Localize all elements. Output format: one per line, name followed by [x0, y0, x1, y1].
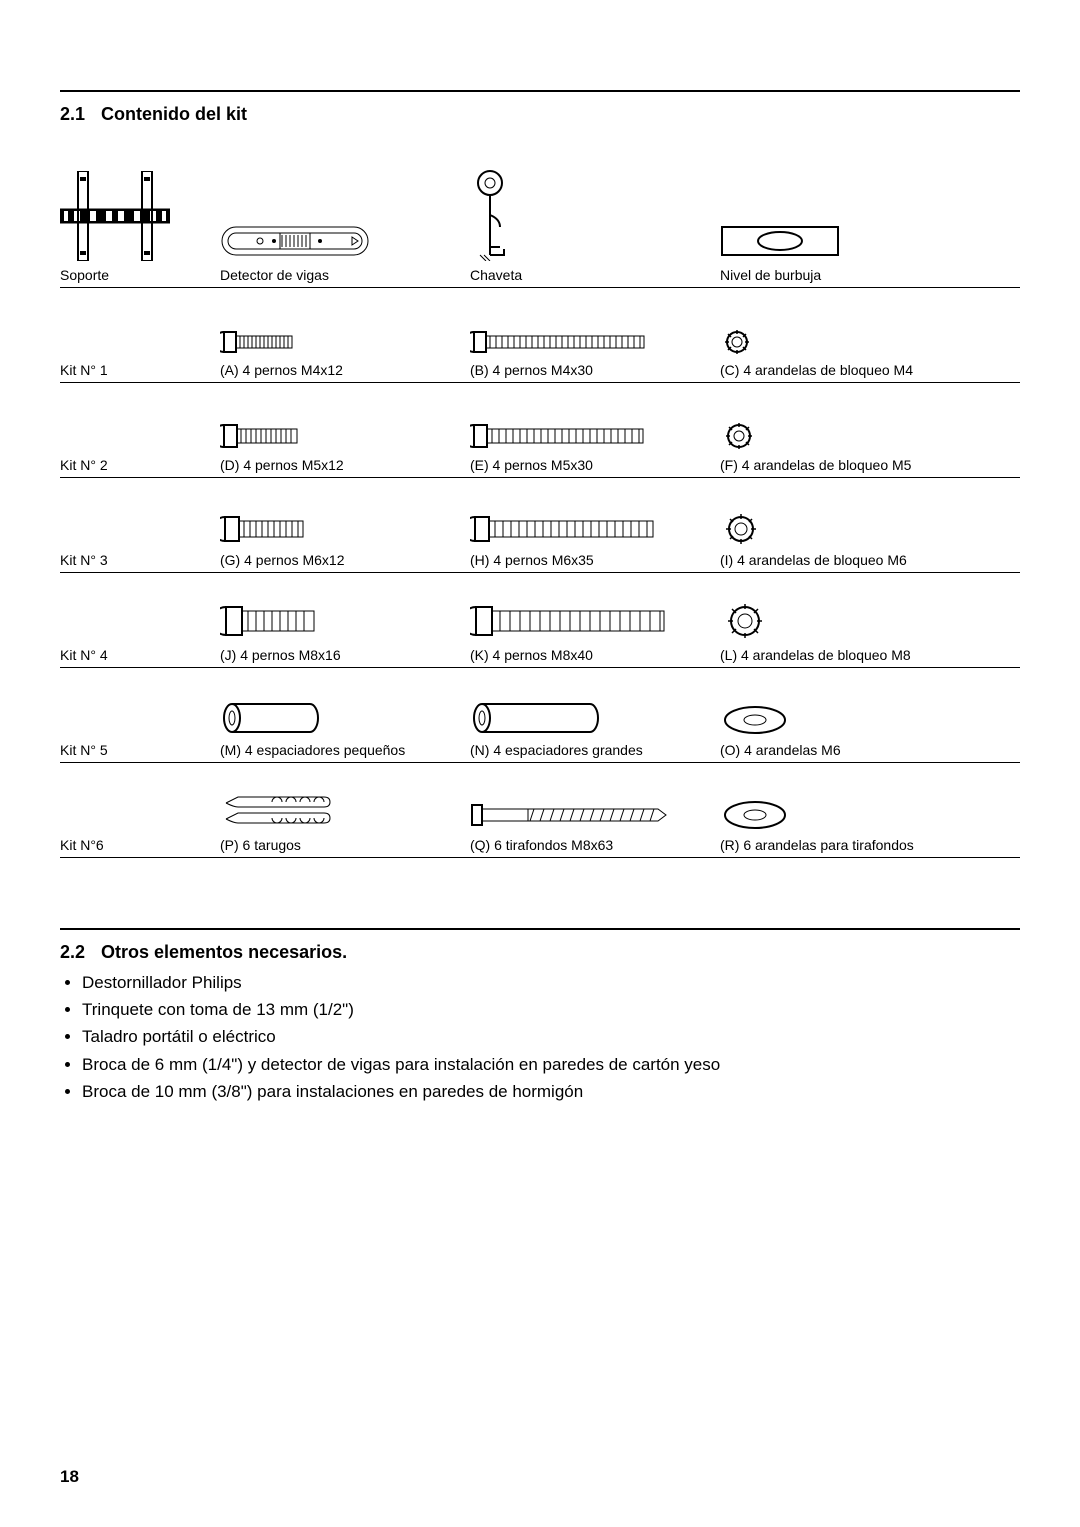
small-spacer-icon [220, 678, 462, 736]
label: (Q) 6 tirafondos M8x63 [470, 837, 712, 853]
label: Soporte [60, 267, 212, 283]
label: (E) 4 pernos M5x30 [470, 457, 712, 473]
label: Chaveta [470, 267, 712, 283]
list-item: Trinquete con toma de 13 mm (1/2") [82, 996, 1020, 1023]
label: (L) 4 arandelas de bloqueo M8 [720, 647, 972, 663]
section-rule [60, 90, 1020, 92]
label: (J) 4 pernos M8x16 [220, 647, 462, 663]
label: (D) 4 pernos M5x12 [220, 457, 462, 473]
label: (G) 4 pernos M6x12 [220, 552, 462, 568]
table-row: Kit N°6 (P) 6 tarugos [60, 763, 1020, 858]
lag-bolt-icon [470, 773, 712, 831]
section-number: 2.2 [60, 942, 85, 962]
section-heading-tools: 2.2 Otros elementos necesarios. [60, 942, 1020, 963]
label: (A) 4 pernos M4x12 [220, 362, 462, 378]
label: (C) 4 arandelas de bloqueo M4 [720, 362, 972, 378]
label: (P) 6 tarugos [220, 837, 462, 853]
list-item: Broca de 6 mm (1/4") y detector de vigas… [82, 1051, 1020, 1078]
long-bolt-icon [470, 298, 712, 356]
short-bolt-icon [220, 583, 462, 641]
table-row: Kit N° 3 (G) 4 pernos M6x12 (H) 4 pernos… [60, 478, 1020, 573]
lock-washer-icon [720, 298, 972, 356]
cell-chaveta: Chaveta [470, 163, 720, 283]
lock-washer-icon [720, 393, 972, 451]
table-row: Kit N° 2 (D) 4 pernos M5x12 (E) 4 pernos… [60, 383, 1020, 478]
list-item: Taladro portátil o eléctrico [82, 1023, 1020, 1050]
long-bolt-icon [470, 393, 712, 451]
short-bolt-icon [220, 393, 462, 451]
long-bolt-icon [470, 583, 712, 641]
key-icon [470, 169, 712, 261]
kit-label: Kit N°6 [60, 837, 212, 853]
label: (H) 4 pernos M6x35 [470, 552, 712, 568]
section-title: Otros elementos necesarios. [101, 942, 347, 962]
cell-nivel: Nivel de burbuja [720, 163, 980, 283]
table-row: Kit N° 4 (J) 4 pernos M8x16 (K) 4 pernos… [60, 573, 1020, 668]
large-spacer-icon [470, 678, 712, 736]
list-item: Broca de 10 mm (3/8") para instalaciones… [82, 1078, 1020, 1105]
cell-soporte: Soporte [60, 163, 220, 283]
table-row: Kit N° 5 (M) 4 espaciadores pequeños (N)… [60, 668, 1020, 763]
kit-label: Kit N° 5 [60, 742, 212, 758]
kit-label: Kit N° 1 [60, 362, 212, 378]
lock-washer-icon [720, 583, 972, 641]
page-number: 18 [60, 1467, 79, 1487]
table-row: Kit N° 1 (A) 4 pernos M4x12 (B) 4 pernos… [60, 288, 1020, 383]
wall-plug-icon [220, 773, 462, 831]
long-bolt-icon [470, 488, 712, 546]
label: (M) 4 espaciadores pequeños [220, 742, 462, 758]
bubble-level-icon [720, 169, 972, 261]
stud-finder-icon [220, 169, 462, 261]
label: (I) 4 arandelas de bloqueo M6 [720, 552, 972, 568]
bracket-icon [60, 169, 212, 261]
label: (N) 4 espaciadores grandes [470, 742, 712, 758]
label: (K) 4 pernos M8x40 [470, 647, 712, 663]
kit-label: Kit N° 2 [60, 457, 212, 473]
label: (B) 4 pernos M4x30 [470, 362, 712, 378]
section-rule [60, 928, 1020, 930]
cell-detector: Detector de vigas [220, 163, 470, 283]
section-title: Contenido del kit [101, 104, 247, 124]
label: Detector de vigas [220, 267, 462, 283]
kit-table: Soporte Detector de vigas [60, 153, 1020, 858]
label: (R) 6 arandelas para tirafondos [720, 837, 972, 853]
list-item: Destornillador Philips [82, 969, 1020, 996]
kit-label: Kit N° 4 [60, 647, 212, 663]
kit-label: Kit N° 3 [60, 552, 212, 568]
lock-washer-icon [720, 488, 972, 546]
tools-list: Destornillador Philips Trinquete con tom… [60, 969, 1020, 1105]
table-row: Soporte Detector de vigas [60, 153, 1020, 288]
short-bolt-icon [220, 488, 462, 546]
label: Nivel de burbuja [720, 267, 972, 283]
short-bolt-icon [220, 298, 462, 356]
washer-icon [720, 773, 972, 831]
label: (O) 4 arandelas M6 [720, 742, 972, 758]
washer-icon [720, 678, 972, 736]
section-heading-kit: 2.1 Contenido del kit [60, 104, 1020, 125]
label: (F) 4 arandelas de bloqueo M5 [720, 457, 972, 473]
section-number: 2.1 [60, 104, 85, 124]
